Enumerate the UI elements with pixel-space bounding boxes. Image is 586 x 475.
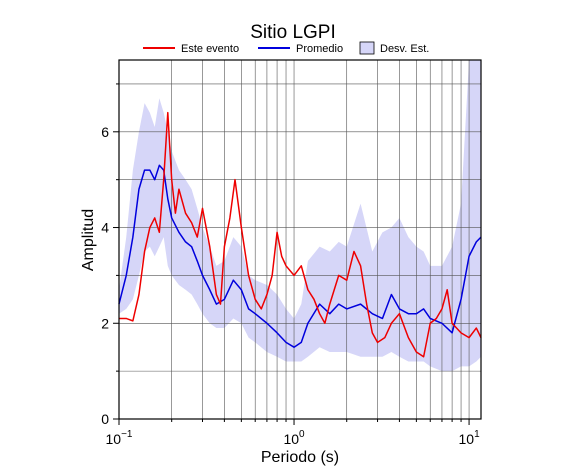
y-tick-label: 6 [101, 124, 109, 140]
x-tick-base: 10 [283, 431, 299, 447]
y-tick-label: 0 [101, 411, 109, 427]
legend-label: Desv. Est. [380, 43, 429, 55]
x-axis-label: Periodo (s) [261, 449, 339, 466]
x-tick-label: 101 [458, 429, 480, 447]
chart-title: Sitio LGPI [250, 22, 336, 43]
x-tick-exponent: 0 [299, 429, 305, 440]
legend-swatch [359, 41, 375, 55]
legend-label: Promedio [296, 43, 343, 55]
x-tick-base: 10 [106, 431, 122, 447]
x-tick-exponent: −1 [121, 429, 133, 440]
y-axis-label: Amplitud [80, 209, 97, 271]
y-tick-label: 4 [101, 220, 109, 236]
series-line [119, 111, 482, 358]
x-tick-label: 10−1 [106, 429, 133, 447]
series-line [118, 164, 482, 348]
plot-frame [118, 59, 482, 420]
y-tick-label: 2 [101, 315, 109, 331]
x-tick-exponent: 1 [474, 429, 480, 440]
x-tick-label: 100 [283, 429, 305, 447]
x-tick-base: 10 [458, 431, 474, 447]
std-band [119, 60, 481, 372]
legend-label: Este evento [181, 43, 239, 55]
